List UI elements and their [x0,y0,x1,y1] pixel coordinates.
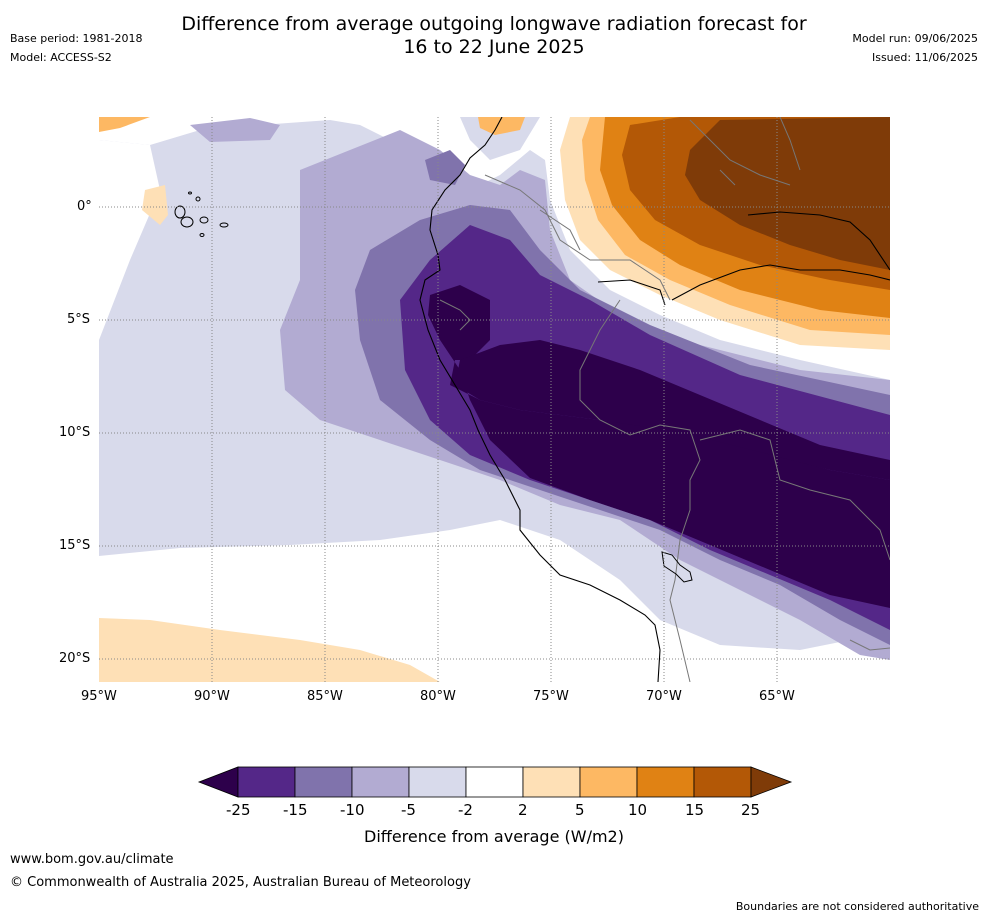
lon-label-65w: 65°W [759,689,795,704]
model-run-text: Model run: 09/06/2025 [852,32,978,45]
footer-copyright: © Commonwealth of Australia 2025, Austra… [10,875,471,890]
contour-plus-nw [99,117,150,132]
lon-label-95w: 95°W [81,689,117,704]
cbar-tick: 10 [628,801,648,819]
neutral-region-west [99,140,160,340]
colorbar-extend-low [197,766,239,798]
contour-minus10-north [425,150,465,185]
colorbar [197,766,793,798]
colorbar-label: Difference from average (W/m2) [364,827,624,846]
cbar-tick: 5 [575,801,585,819]
lat-label-5s: 5°S [67,312,91,327]
cbar-tick: 15 [685,801,705,819]
map-title: Difference from average outgoing longwav… [25,13,988,59]
galapagos-islands [174,191,229,237]
cbar-tick: -15 [283,801,308,819]
cbar-tick: 2 [518,801,528,819]
footer-url[interactable]: www.bom.gov.au/climate [10,852,174,867]
contour-minus25-core [455,340,890,480]
contour-minus25 [428,285,890,608]
title-line-2: 16 to 22 June 2025 [403,36,585,58]
contour-plus-sw [99,618,440,682]
river-lines [597,211,890,306]
gridlines [99,117,890,682]
colorbar-extend-high [750,766,793,798]
lake-titicaca [661,551,693,583]
lat-label-20s: 20°S [59,651,91,666]
lat-label-0: 0° [77,199,92,214]
lon-label-75w: 75°W [533,689,569,704]
title-line-1: Difference from average outgoing longwav… [181,13,807,35]
anomaly-field [99,117,890,682]
contour-plus-north [478,117,525,135]
footer-disclaimer: Boundaries are not considered authoritat… [735,900,979,913]
lon-label-70w: 70°W [646,689,682,704]
lat-label-15s: 15°S [59,538,91,553]
cbar-tick: -2 [458,801,473,819]
model-text: Model: ACCESS-S2 [10,51,112,64]
lat-label-10s: 10°S [59,425,91,440]
lon-label-80w: 80°W [420,689,456,704]
country-borders [439,117,890,682]
cbar-tick: -10 [340,801,365,819]
issued-text: Issued: 11/06/2025 [871,51,978,64]
cbar-tick: 25 [741,801,761,819]
contour-plus25 [685,117,890,270]
coastline [419,117,661,682]
cbar-tick: -25 [226,801,251,819]
base-period-text: Base period: 1981-2018 [10,32,143,45]
lon-label-90w: 90°W [194,689,230,704]
contour-plus-west [142,185,168,225]
cbar-tick: -5 [401,801,416,819]
lon-label-85w: 85°W [307,689,343,704]
